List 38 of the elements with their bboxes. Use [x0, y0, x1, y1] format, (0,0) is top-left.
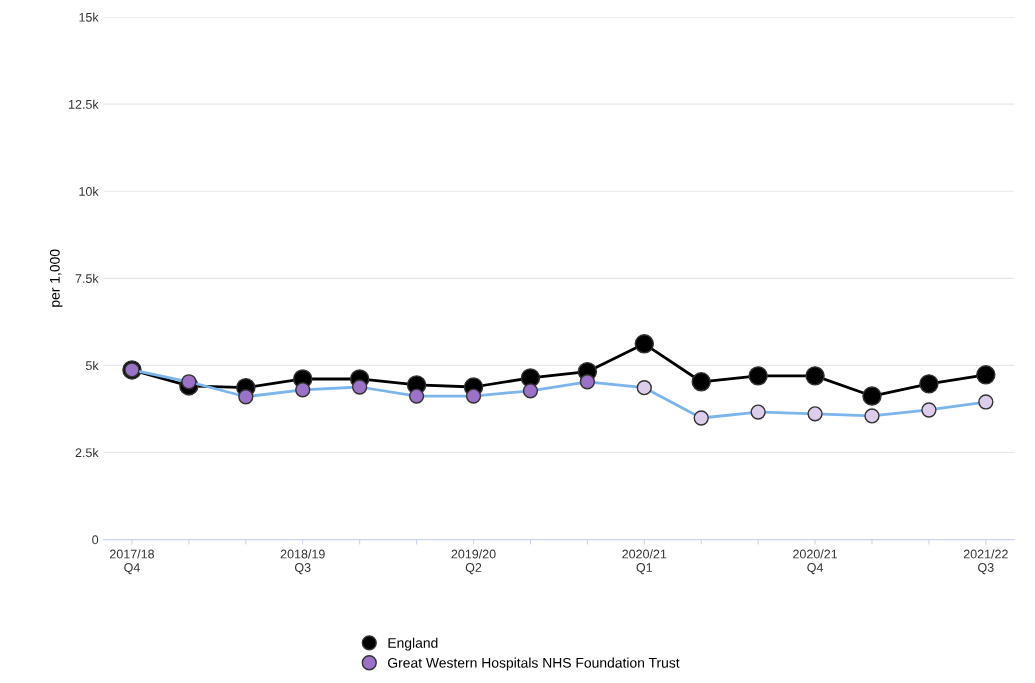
y-tick-label: 15k: [79, 12, 99, 22]
y-tick-label: 0: [92, 535, 99, 545]
y-tick-label: 12.5k: [69, 99, 99, 109]
point: [465, 388, 482, 404]
y-tick-label: 2.5k: [75, 447, 99, 458]
x-tick-label: 2020/21 Q4: [793, 549, 838, 575]
x-tick-label: 2017/18 Q4: [110, 549, 155, 575]
x-tick-label: 2019/20 Q2: [451, 549, 496, 575]
point: [238, 389, 254, 405]
point: [352, 379, 368, 395]
legend-label: Great Western Hospitals NHS Foundation Trust: [388, 657, 680, 671]
y-tick-label: 7.5k: [75, 273, 99, 283]
point: [978, 394, 994, 410]
point: [693, 410, 709, 426]
y-axis-title: per 1,000: [49, 249, 63, 307]
y-tick-label: 5k: [85, 360, 99, 371]
point: [864, 408, 880, 424]
point: [181, 374, 197, 390]
point: [636, 380, 652, 396]
point: [862, 386, 882, 406]
point: [295, 382, 311, 398]
point: [919, 374, 939, 394]
point: [921, 402, 937, 418]
point: [634, 334, 655, 354]
point: [408, 388, 425, 404]
y-tick-label: 10k: [79, 186, 99, 196]
point: [807, 406, 823, 422]
point: [522, 383, 539, 399]
point: [691, 372, 711, 392]
point: [750, 404, 766, 420]
x-tick-label: 2018/19 Q3: [280, 549, 325, 575]
x-tick-label: 2020/21 Q1: [622, 549, 667, 575]
legend-label: England: [388, 637, 438, 651]
point: [976, 365, 996, 385]
point: [748, 366, 768, 386]
x-tick-label: 2021/22 Q3: [963, 549, 1008, 575]
point: [805, 366, 825, 386]
point: [579, 374, 596, 390]
